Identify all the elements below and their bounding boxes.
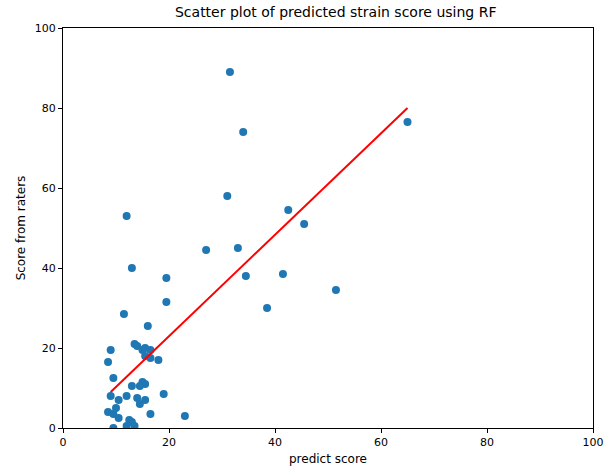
svg-text:0: 0 <box>49 422 56 435</box>
svg-text:60: 60 <box>374 436 388 449</box>
svg-text:80: 80 <box>42 102 56 115</box>
svg-text:80: 80 <box>480 436 494 449</box>
svg-text:60: 60 <box>42 182 56 195</box>
svg-text:100: 100 <box>35 22 56 35</box>
svg-text:20: 20 <box>42 342 56 355</box>
svg-text:100: 100 <box>583 436 604 449</box>
svg-text:predict score: predict score <box>289 452 367 466</box>
svg-text:Score from raters: Score from raters <box>14 176 28 281</box>
svg-text:20: 20 <box>162 436 176 449</box>
svg-text:Scatter plot of predicted stra: Scatter plot of predicted strain score u… <box>175 4 497 20</box>
svg-text:40: 40 <box>268 436 282 449</box>
svg-text:40: 40 <box>42 262 56 275</box>
svg-text:0: 0 <box>60 436 67 449</box>
